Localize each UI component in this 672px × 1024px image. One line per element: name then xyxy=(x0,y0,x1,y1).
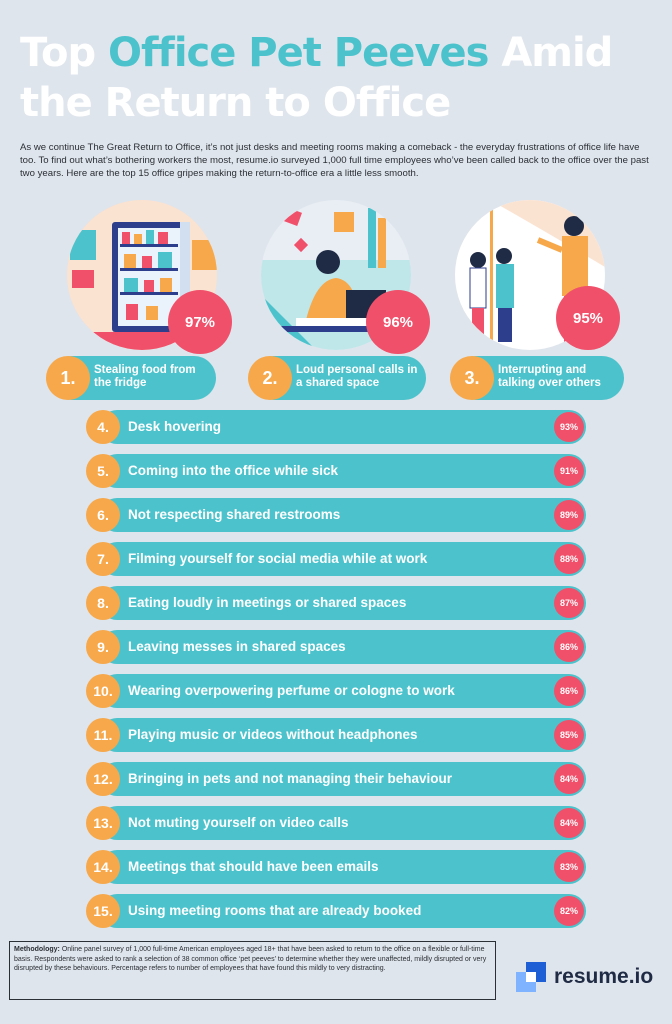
item-label: Leaving messes in shared spaces xyxy=(128,639,346,654)
item-label: Filming yourself for social media while … xyxy=(128,551,428,566)
item-label: Playing music or videos without headphon… xyxy=(128,727,418,742)
list-item: 4. Desk hovering 93% xyxy=(86,410,586,444)
percent-badge: 86% xyxy=(554,676,584,706)
rank-badge: 10. xyxy=(86,674,120,708)
item-label: Not muting yourself on video calls xyxy=(128,815,349,830)
item-label: Coming into the office while sick xyxy=(128,463,339,478)
list-item: 13. Not muting yourself on video calls 84% xyxy=(86,806,586,840)
top-item-2: 2. Loud personal calls in a shared space xyxy=(248,356,426,400)
top-item-label: Loud personal calls in a shared space xyxy=(296,364,418,389)
ranked-list: 4. Desk hovering 93% 5. Coming into the off… xyxy=(86,410,586,938)
top-2-percent-badge: 96% xyxy=(366,290,430,354)
methodology-heading: Methodology: xyxy=(14,946,60,953)
item-label: Meetings that should have been emails xyxy=(128,859,379,874)
logo-text: resume.io xyxy=(554,965,654,988)
top-item-label: Stealing food from the fridge xyxy=(94,364,196,389)
rank-badge: 7. xyxy=(86,542,120,576)
list-item: 5. Coming into the office while sick 91% xyxy=(86,454,586,488)
rank-badge: 14. xyxy=(86,850,120,884)
list-item: 7. Filming yourself for social media whil… xyxy=(86,542,586,576)
item-label: Not respecting shared restrooms xyxy=(128,507,341,522)
percent-badge: 85% xyxy=(554,720,584,750)
rank-badge: 9. xyxy=(86,630,120,664)
top-1-percent-badge: 97% xyxy=(168,290,232,354)
list-item: 9. Leaving messes in shared spaces 86% xyxy=(86,630,586,664)
item-label: Desk hovering xyxy=(128,419,222,434)
item-label: Bringing in pets and not managing their … xyxy=(128,771,453,786)
rank-badge: 1. xyxy=(46,356,90,400)
item-label: Wearing overpowering perfume or cologne … xyxy=(128,683,455,698)
percent-badge: 87% xyxy=(554,588,584,618)
rank-badge: 5. xyxy=(86,454,120,488)
top-3-percent-badge: 95% xyxy=(556,286,620,350)
rank-badge: 15. xyxy=(86,894,120,928)
list-item: 8. Eating loudly in meetings or shared sp… xyxy=(86,586,586,620)
rank-badge: 4. xyxy=(86,410,120,444)
rank-badge: 11. xyxy=(86,718,120,752)
resume-io-logo-icon xyxy=(516,962,546,992)
rank-badge: 6. xyxy=(86,498,120,532)
list-item: 12. Bringing in pets and not managing the… xyxy=(86,762,586,796)
percent-badge: 84% xyxy=(554,764,584,794)
page-title: Top Office Pet Peeves Amid the Return to… xyxy=(20,30,613,126)
intro-paragraph: As we continue The Great Return to Offic… xyxy=(20,142,649,179)
percent-badge: 84% xyxy=(554,808,584,838)
list-item: 14. Meetings that should have been emails… xyxy=(86,850,586,884)
percent-badge: 82% xyxy=(554,896,584,926)
item-label: Using meeting rooms that are already boo… xyxy=(128,903,422,918)
resume-io-logo: resume.io xyxy=(516,962,653,992)
list-item: 11. Playing music or videos without headp… xyxy=(86,718,586,752)
methodology-note: Methodology: Online panel survey of 1,00… xyxy=(9,941,496,1000)
rank-badge: 3. xyxy=(450,356,494,400)
methodology-text: Online panel survey of 1,000 full-time A… xyxy=(14,946,487,972)
rank-badge: 12. xyxy=(86,762,120,796)
top-item-3: 3. Interrupting and talking over others xyxy=(450,356,624,400)
percent-badge: 88% xyxy=(554,544,584,574)
rank-badge: 13. xyxy=(86,806,120,840)
top-item-label: Interrupting and talking over others xyxy=(498,364,601,389)
percent-badge: 83% xyxy=(554,852,584,882)
percent-badge: 91% xyxy=(554,456,584,486)
top-item-1: 1. Stealing food from the fridge xyxy=(46,356,216,400)
fridge-illustration xyxy=(62,200,222,350)
item-label: Eating loudly in meetings or shared spac… xyxy=(128,595,407,610)
list-item: 10. Wearing overpowering perfume or colog… xyxy=(86,674,586,708)
percent-badge: 89% xyxy=(554,500,584,530)
percent-badge: 86% xyxy=(554,632,584,662)
rank-badge: 8. xyxy=(86,586,120,620)
list-item: 6. Not respecting shared restrooms 89% xyxy=(86,498,586,532)
rank-badge: 2. xyxy=(248,356,292,400)
percent-badge: 93% xyxy=(554,412,584,442)
list-item: 15. Using meeting rooms that are already … xyxy=(86,894,586,928)
